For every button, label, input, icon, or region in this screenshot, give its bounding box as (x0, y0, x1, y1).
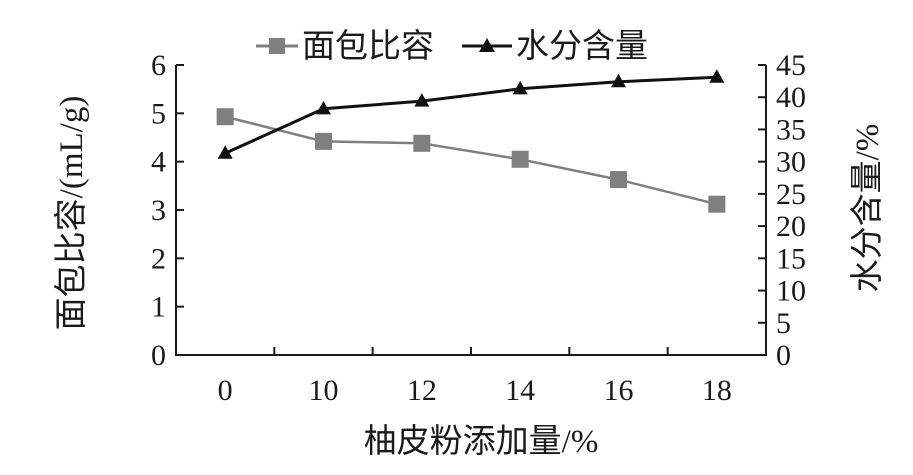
series-1-square-marker (413, 134, 431, 152)
y-left-tick-label: 3 (151, 194, 166, 227)
legend-item-series-2: 水分含量 (462, 28, 648, 65)
series-1-square-marker (708, 195, 726, 213)
y-left-tick-label: 2 (151, 242, 166, 275)
y-axis-title-left: 面包比容/(mL/g) (53, 96, 90, 331)
legend-square-marker-icon (269, 38, 285, 54)
series-1-line (224, 115, 718, 206)
x-tick-label: 12 (407, 374, 437, 407)
series-1-square-marker (511, 150, 529, 168)
x-tick-label: 14 (505, 374, 535, 407)
series-1-square-marker (216, 108, 234, 126)
x-tick-label: 18 (702, 374, 732, 407)
series-2-triangle-marker (414, 93, 430, 107)
legend-triangle-marker-icon (479, 38, 495, 52)
y-left-tick-label: 0 (151, 339, 166, 372)
x-tick-label: 16 (604, 374, 634, 407)
series-2-triangle-marker (512, 80, 528, 95)
legend-label-series-2: 水分含量 (516, 28, 648, 65)
axes (175, 65, 767, 356)
plot-series (216, 69, 726, 213)
y-right-tick-label: 5 (776, 307, 791, 340)
legend: 面包比容 水分含量 (256, 28, 648, 65)
y-right-tick-label: 20 (776, 210, 806, 243)
y-left-tick-label: 1 (151, 291, 166, 324)
y-right-tick-label: 35 (776, 113, 806, 146)
series-2-triangle-marker (709, 69, 725, 83)
y-right-tick-label: 15 (776, 242, 806, 275)
y-right-tick-label: 40 (776, 81, 806, 114)
x-tick-label: 0 (218, 374, 233, 407)
y-left-tick-label: 6 (151, 49, 166, 82)
series-2-triangle-marker (611, 73, 626, 88)
y-right-tick-label: 10 (776, 275, 806, 308)
y-right-tick-label: 30 (776, 146, 806, 179)
legend-item-series-1: 面包比容 (256, 28, 434, 65)
y-right-tick-label: 0 (776, 339, 791, 372)
x-axis-title: 柚皮粉添加量/% (364, 423, 599, 460)
y-left-tick-label: 5 (151, 97, 166, 130)
y-axis-title-right: 水分含量/% (849, 124, 886, 293)
series-1-square-marker (610, 171, 627, 189)
legend-label-series-1: 面包比容 (302, 28, 434, 65)
y-right-tick-label: 25 (776, 178, 806, 211)
x-tick-label: 10 (309, 374, 339, 407)
y-right-tick-label: 45 (776, 49, 806, 82)
series-2-line (224, 75, 717, 155)
series-2-triangle-marker (316, 100, 331, 115)
series-1-square-marker (315, 132, 332, 150)
y-left-tick-label: 4 (151, 146, 166, 179)
series-2-triangle-marker (217, 145, 233, 159)
